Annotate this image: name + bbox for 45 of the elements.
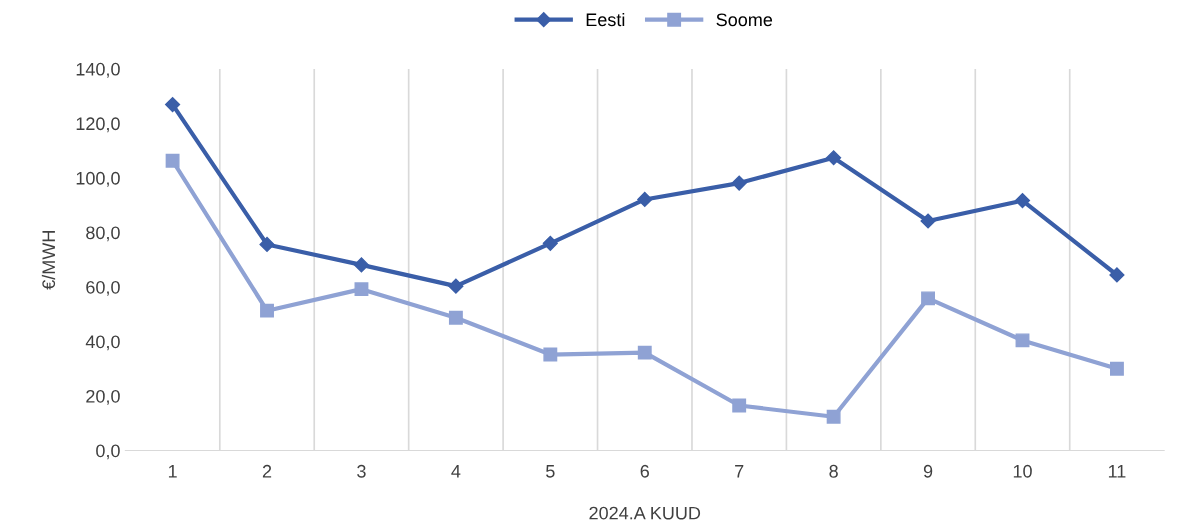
x-tick-label: 8 <box>829 464 838 478</box>
point <box>637 191 653 208</box>
y-tick-label: 120,0 <box>76 117 120 133</box>
y-tick-label: 140,0 <box>76 62 120 78</box>
point <box>920 213 936 229</box>
point <box>826 409 841 424</box>
x-tick-label: 9 <box>923 464 933 478</box>
x-axis-title: 2024.A KUUD <box>589 506 701 520</box>
y-tick-label: 60,0 <box>86 280 120 296</box>
point <box>259 236 275 253</box>
point <box>732 398 747 413</box>
point <box>260 303 274 318</box>
x-tick-label: 4 <box>451 465 461 478</box>
x-tick-label: 7 <box>735 465 744 478</box>
legend-label: Eesti <box>586 12 625 27</box>
point <box>921 291 936 306</box>
y-tick-label: 80,0 <box>86 226 120 242</box>
x-tick-label: 11 <box>1108 465 1126 478</box>
x-tick-label: 10 <box>1013 464 1032 478</box>
point <box>542 235 558 251</box>
point <box>353 257 370 273</box>
x-tick-label: 3 <box>357 464 366 478</box>
point <box>165 153 180 168</box>
point <box>731 175 747 191</box>
y-tick-label: 40,0 <box>85 335 120 351</box>
legend-label: Soome <box>716 13 773 27</box>
x-tick-label: 5 <box>546 465 555 478</box>
x-tick-label: 6 <box>640 464 649 478</box>
x-tick-label: 1 <box>168 465 177 478</box>
point <box>448 310 463 325</box>
point <box>165 97 181 113</box>
x-tick-label: 2 <box>262 464 272 478</box>
point <box>1109 267 1125 283</box>
point <box>1014 192 1031 209</box>
y-axis-title: €/MWH <box>41 231 56 290</box>
y-tick-label: 0,0 <box>96 444 120 460</box>
point <box>1015 333 1030 348</box>
point <box>354 282 369 297</box>
y-tick-label: 20,0 <box>86 389 120 405</box>
point <box>637 345 652 360</box>
point <box>543 347 558 362</box>
point <box>448 278 464 294</box>
point <box>1109 361 1124 376</box>
y-tick-label: 100,0 <box>76 171 120 187</box>
point <box>826 150 842 166</box>
